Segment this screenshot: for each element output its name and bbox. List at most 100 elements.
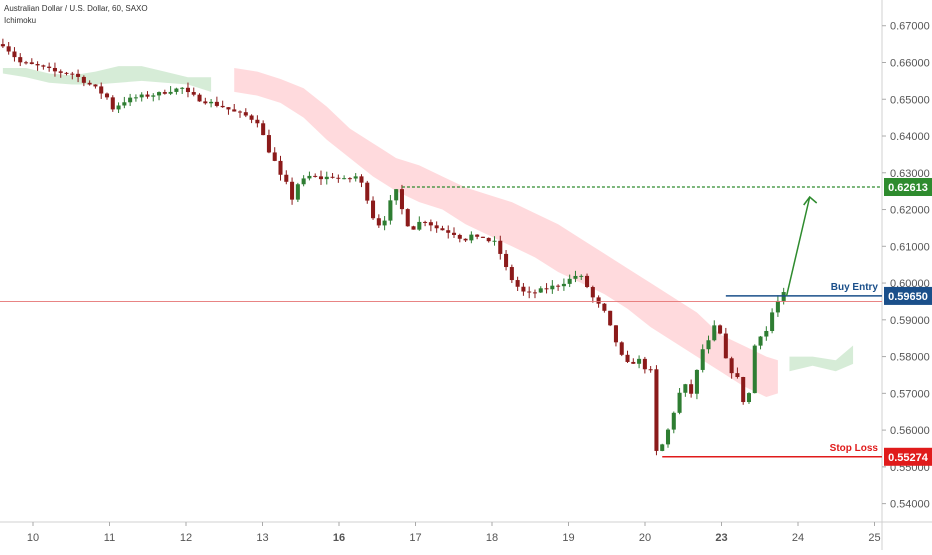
candle-body [318,176,324,180]
candle-body [411,226,416,230]
candle-body [532,292,538,294]
candle-body [313,175,318,177]
candle-body [700,349,705,370]
candle-body [665,429,671,445]
candle-body [180,87,185,89]
candle-body [376,218,381,226]
candle-body [220,105,225,108]
candle-body [718,325,723,334]
candle-body [544,288,549,290]
candle-body [197,94,202,102]
candle-body [64,72,69,74]
candle-body [741,377,746,403]
buy-entry-price-tag: 0.59650 [888,291,928,303]
candle-body [249,115,254,120]
chart-title: Australian Dollar / U.S. Dollar, 60, SAX… [4,4,148,13]
candle-body [469,234,474,241]
candle-body [336,177,341,179]
y-tick-label: 0.58000 [890,352,930,364]
x-tick-label: 20 [639,532,651,544]
candle-body [255,119,260,124]
cloud-bull-segment [789,345,854,372]
y-tick-label: 0.66000 [890,57,930,69]
candle-body [168,91,173,94]
candle-body [359,176,364,183]
y-tick-label: 0.65000 [890,94,930,106]
y-tick-label: 0.61000 [890,241,930,253]
candle-body [521,286,526,292]
candle-body [145,94,150,97]
candle-body [382,220,387,226]
x-tick-label: 19 [562,532,574,544]
candle-body [133,97,138,99]
candle-body [590,287,595,298]
candle-body [330,176,335,178]
cloud-bear-segment [234,68,778,398]
x-tick-label: 18 [486,532,498,544]
candle-body [451,232,457,235]
candle-body [18,57,23,63]
candle-body [284,174,289,182]
y-tick-label: 0.64000 [890,131,930,143]
y-tick-label: 0.67000 [890,21,930,33]
candle-body [752,345,757,394]
candle-body [573,275,578,279]
candle-body [550,285,555,290]
candle-body [6,46,11,52]
candle-body [151,95,156,97]
y-tick-label: 0.57000 [890,388,930,400]
stop-loss-price-tag-bg [884,447,932,466]
candle-body [775,300,780,313]
candle-body [116,105,121,110]
cloud-bull-segment [2,66,212,92]
candle-body [417,221,422,230]
candle-body [637,358,642,364]
candle-body [579,275,584,277]
candle-body [423,221,428,223]
x-tick-label: 17 [409,532,421,544]
candle-body [689,384,694,394]
candle-body [35,64,40,66]
candle-body [486,237,491,242]
candle-body [324,176,329,180]
candle-body [446,230,451,233]
candle-body [353,176,358,179]
candle-body [654,369,659,451]
candle-body [631,361,636,364]
candle-body [770,312,775,331]
candle-body [405,209,410,227]
candle-body [185,87,190,93]
candle-body [203,101,208,104]
candle-body [261,123,266,136]
candle-body [232,109,237,112]
buy-entry-price-tag-bg [884,286,932,305]
target-arrow-shaft [785,196,811,297]
candle-body [226,107,231,110]
candle-body [342,178,347,180]
candle-body [746,393,752,403]
candle-body [561,283,566,287]
candle-body [394,189,399,201]
candle-body [735,373,740,378]
candle-body [642,358,647,370]
candle-body [463,238,468,241]
candle-body [504,253,509,268]
candle-body [99,86,104,94]
candle-body [585,275,590,288]
candle-body [399,189,404,210]
candle-body [538,288,543,293]
candle-body [295,184,300,200]
candle-body [81,76,86,83]
candle-body [70,73,75,75]
x-tick-label: 12 [180,532,192,544]
candle-body [440,228,445,231]
candle-body [509,267,514,281]
candle-body [47,66,52,68]
candle-body [625,354,630,362]
candle-body [41,65,46,67]
candle-body [237,111,243,113]
candle-body [139,94,144,98]
candle-body [758,336,763,346]
